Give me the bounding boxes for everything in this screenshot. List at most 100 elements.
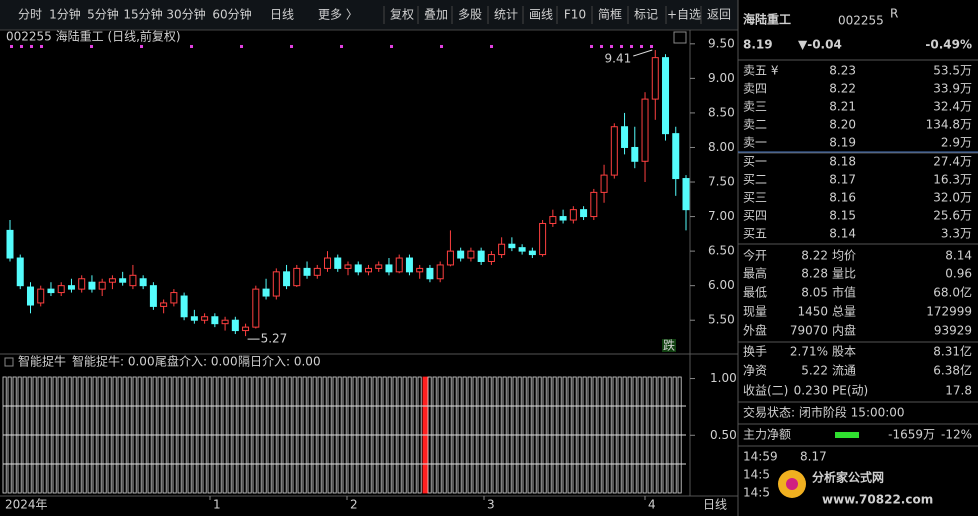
- book-volume: 27.4万: [933, 155, 972, 169]
- toolbar-button[interactable]: 画线: [529, 8, 553, 22]
- book-price: 8.18: [829, 155, 856, 169]
- tab[interactable]: 更多 〉: [318, 8, 358, 22]
- tick-time: 14:59: [743, 450, 778, 464]
- signal-dot: [390, 45, 393, 48]
- stock-name: 海陆重工: [743, 12, 791, 27]
- candle-body: [242, 326, 250, 332]
- book-label: 卖五 ¥: [743, 64, 779, 78]
- watermark-bg: [775, 462, 975, 510]
- candle-body: [672, 133, 680, 180]
- candle-body: [436, 264, 444, 280]
- signal-dot: [340, 45, 343, 48]
- book-label: 买二: [743, 173, 767, 187]
- candle-body: [129, 274, 137, 287]
- signal-dot: [30, 45, 33, 48]
- tick-time: 14:5: [743, 486, 770, 500]
- book-label: 卖二: [743, 118, 767, 132]
- window-icon[interactable]: [673, 31, 687, 44]
- y-tick-label: 8.00: [708, 140, 735, 154]
- toolbar-button[interactable]: F10: [564, 8, 586, 22]
- book-label: 买四: [743, 209, 767, 223]
- book-price: 8.15: [829, 209, 856, 223]
- x-tick-label: 1: [213, 498, 221, 512]
- candle-body: [119, 278, 127, 283]
- candle-body: [467, 250, 475, 259]
- book-price: 8.17: [829, 173, 856, 187]
- stat-label: 外盘: [743, 323, 767, 338]
- candle-body: [324, 257, 332, 269]
- signal-dot: [40, 45, 43, 48]
- toolbar-button[interactable]: 简框: [598, 8, 622, 22]
- tab[interactable]: 5分钟: [87, 7, 119, 22]
- signal-dot: [490, 45, 493, 48]
- toolbar-button[interactable]: 复权: [390, 8, 414, 22]
- toolbar-button[interactable]: 标记: [634, 8, 658, 22]
- candle-body: [344, 264, 352, 269]
- candle-body: [272, 271, 280, 297]
- toolbar-button[interactable]: 返回: [707, 8, 731, 22]
- candle-body: [221, 319, 229, 325]
- book-price: 8.22: [829, 82, 856, 96]
- tab[interactable]: 1分钟: [49, 7, 81, 22]
- stat-value: 8.14: [945, 249, 972, 263]
- toolbar-button[interactable]: 统计: [494, 8, 518, 22]
- signal-dot: [600, 45, 603, 48]
- candle-body: [364, 267, 372, 273]
- y-tick-label: 7.00: [708, 209, 735, 223]
- indicator-legend: 隔日介入: 0.00: [238, 355, 321, 369]
- toolbar-button[interactable]: 叠加: [424, 8, 448, 22]
- toolbar-button[interactable]: +自选: [667, 8, 701, 22]
- low-label: 5.27: [261, 332, 288, 346]
- candle-body: [26, 286, 34, 306]
- change: ▼-0.04: [798, 38, 842, 52]
- high-arrow: [633, 49, 653, 57]
- stat-value: 1450: [797, 305, 828, 319]
- stat-label: 现量: [743, 305, 767, 319]
- book-price: 8.21: [829, 100, 856, 114]
- candle-body: [405, 257, 413, 273]
- signal-dot: [10, 45, 13, 48]
- tab[interactable]: 分时: [18, 8, 42, 22]
- chart-header: 002255 海陆重工 (日线,前复权): [6, 29, 181, 44]
- signal-dot: [630, 45, 633, 48]
- stat-label: PE(动): [832, 384, 868, 398]
- signal-dot: [190, 45, 193, 48]
- watermark-logo: [786, 478, 798, 490]
- stat-label: 总量: [832, 305, 856, 319]
- candle-body: [149, 285, 157, 307]
- main-flow-bar: [835, 432, 859, 438]
- candle-body: [139, 278, 147, 287]
- candle-body: [78, 278, 86, 290]
- main-flow-pct: -12%: [941, 428, 972, 442]
- tab[interactable]: 15分钟: [123, 7, 162, 22]
- candle-body: [426, 267, 434, 280]
- candle-body: [313, 267, 321, 276]
- high-label: 9.41: [605, 52, 632, 66]
- candle-body: [160, 302, 168, 307]
- candle-body: [190, 316, 198, 321]
- signal-dot: [240, 45, 243, 48]
- candle-body: [231, 319, 239, 332]
- watermark-title: 分析家公式网: [812, 470, 884, 485]
- stat-label: 量比: [832, 267, 856, 281]
- candle-body: [528, 250, 536, 256]
- tab[interactable]: 60分钟: [212, 7, 251, 22]
- signal-dot: [440, 45, 443, 48]
- signal-dot: [590, 45, 593, 48]
- y-tick-label: 1.00: [710, 371, 737, 385]
- tab[interactable]: 30分钟: [166, 7, 205, 22]
- toolbar-button[interactable]: 多股: [458, 8, 482, 22]
- signal-dot: [620, 45, 623, 48]
- x-tick-label: 2: [350, 498, 358, 512]
- candle-body: [600, 174, 608, 193]
- tab[interactable]: 日线: [270, 8, 294, 22]
- candle-body: [539, 222, 547, 256]
- stat-label: 今开: [743, 248, 767, 263]
- candle-body: [662, 57, 670, 135]
- candle-body: [252, 288, 260, 328]
- book-label: 卖一: [743, 136, 767, 150]
- candle-body: [610, 126, 618, 176]
- period-label: 日线: [703, 498, 727, 512]
- book-label: 买一: [743, 155, 767, 169]
